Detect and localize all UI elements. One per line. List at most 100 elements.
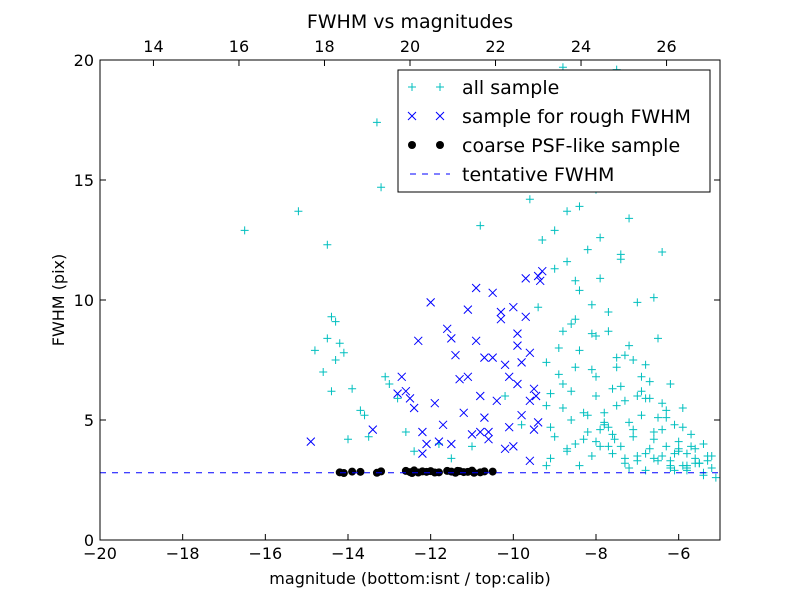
rough-fwhm-point: [455, 374, 464, 384]
all-sample-point: [678, 423, 687, 432]
all-sample-point: [658, 248, 667, 256]
all-sample-point: [637, 372, 646, 381]
x-tick-label: −8: [584, 544, 608, 563]
x-tick-label: −6: [667, 544, 691, 563]
rough-fwhm-point: [488, 353, 498, 362]
data-marks: [240, 63, 720, 482]
rough-fwhm-point: [409, 403, 419, 413]
all-sample-point: [682, 464, 691, 472]
rough-fwhm-point: [393, 389, 402, 398]
rough-fwhm-point: [508, 442, 518, 451]
all-sample-point: [468, 442, 476, 451]
all-sample-point: [649, 435, 658, 444]
all-sample-point: [331, 356, 340, 364]
rough-fwhm-point: [513, 379, 522, 389]
all-sample-point: [550, 226, 559, 235]
all-sample-point: [641, 449, 650, 458]
legend: all sample sample for rough FWHM coarse PS…: [397, 69, 711, 193]
rough-fwhm-point: [521, 312, 531, 322]
chart-title: FWHM vs magnitudes: [307, 11, 513, 33]
all-sample-point: [319, 368, 328, 376]
top-x-tick-label: 20: [400, 37, 420, 56]
rough-fwhm-point: [492, 396, 502, 406]
top-x-tick-label: 18: [314, 37, 334, 56]
all-sample-point: [356, 406, 365, 415]
all-sample-point: [608, 384, 617, 393]
all-sample-point: [649, 428, 658, 436]
all-sample-point: [360, 411, 369, 420]
rough-fwhm-point: [446, 439, 456, 449]
all-sample-point: [633, 392, 642, 400]
all-sample-point: [666, 464, 675, 472]
legend-x: [407, 111, 417, 121]
x-tick-label: −14: [331, 544, 365, 563]
rough-fwhm-point: [496, 314, 506, 324]
all-sample-point: [625, 341, 634, 350]
all-sample-point: [546, 454, 555, 463]
all-sample-point: [546, 423, 555, 432]
rough-fwhm-point: [418, 449, 427, 458]
all-sample-point: [517, 420, 526, 429]
all-sample-point: [554, 370, 563, 379]
all-sample-point: [649, 293, 658, 302]
all-sample-point: [596, 233, 605, 242]
rough-fwhm-point: [480, 353, 489, 362]
x-tick-label: −12: [414, 544, 448, 563]
all-sample-point: [670, 449, 679, 458]
all-sample-point: [658, 425, 667, 434]
y-tick-label: 5: [84, 411, 94, 430]
legend-plus: [408, 83, 416, 91]
all-sample-point: [323, 240, 332, 249]
all-sample-point: [558, 327, 567, 336]
y-axis-label: FWHM (pix): [49, 254, 68, 347]
rough-fwhm-point: [513, 341, 522, 350]
all-sample-point: [703, 452, 712, 460]
all-sample-point: [711, 473, 720, 482]
series-all-sample: [240, 63, 720, 482]
all-sample-point: [620, 459, 629, 468]
legend-x: [435, 111, 445, 121]
all-sample-point: [563, 257, 572, 266]
all-sample-point: [592, 332, 600, 340]
all-sample-point: [587, 329, 596, 338]
all-sample-point: [625, 464, 634, 472]
all-sample-point: [604, 423, 613, 432]
all-sample-point: [550, 432, 559, 441]
all-sample-point: [377, 183, 386, 192]
all-sample-point: [592, 392, 600, 400]
all-sample-point: [604, 442, 613, 451]
all-sample-point: [575, 461, 584, 470]
all-sample-point: [699, 440, 708, 448]
rough-fwhm-point: [535, 276, 545, 286]
all-sample-point: [592, 372, 600, 381]
rough-fwhm-point: [504, 422, 514, 432]
all-sample-point: [596, 425, 605, 434]
rough-fwhm-point: [463, 372, 473, 382]
all-sample-point: [583, 428, 592, 436]
psf-like-point: [377, 467, 386, 476]
all-sample-point: [662, 442, 671, 451]
all-sample-point: [542, 358, 551, 367]
all-sample-point: [571, 315, 580, 324]
legend-marker: [408, 141, 444, 149]
all-sample-point: [666, 380, 675, 388]
psf-like-point: [480, 467, 489, 476]
rough-fwhm-point: [496, 307, 506, 317]
all-sample-point: [625, 214, 634, 223]
all-sample-point: [327, 387, 336, 396]
all-sample-point: [682, 449, 691, 458]
all-sample-point: [596, 274, 605, 283]
rough-fwhm-point: [500, 444, 510, 454]
all-sample-point: [571, 276, 580, 285]
top-x-tick-label: 22: [485, 37, 505, 56]
all-sample-point: [410, 447, 419, 456]
all-sample-point: [600, 408, 609, 417]
rough-fwhm-point: [422, 439, 431, 449]
all-sample-point: [575, 286, 584, 295]
top-x-tick-label: 26: [656, 37, 676, 56]
rough-fwhm-point: [368, 425, 378, 434]
x-tick-label: −20: [83, 544, 117, 563]
all-sample-point: [612, 363, 621, 372]
all-sample-point: [641, 360, 650, 369]
